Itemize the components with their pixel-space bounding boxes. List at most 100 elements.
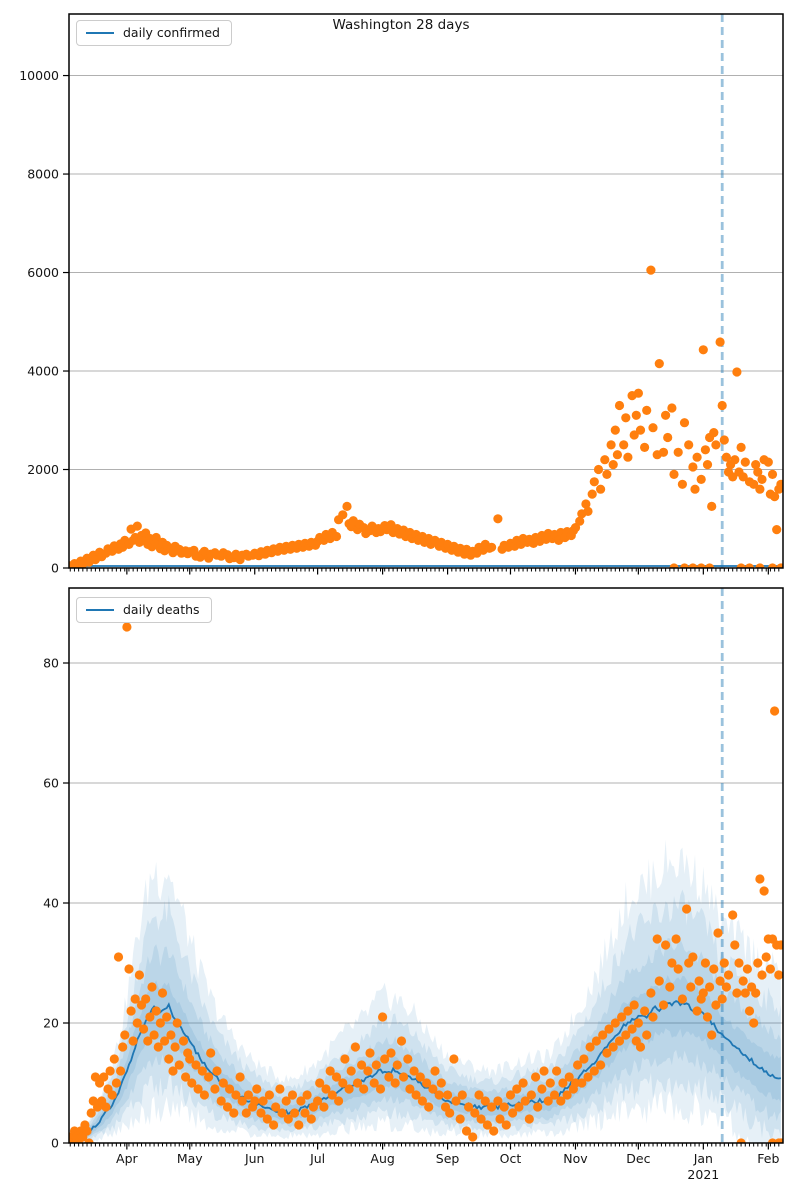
scatter-point: [614, 1036, 625, 1046]
scatter-point: [698, 988, 708, 998]
scatter-point: [122, 622, 132, 632]
scatter-point: [767, 469, 778, 479]
scatter-point: [711, 1000, 721, 1010]
scatter-point: [558, 1078, 568, 1088]
scatter-point: [692, 452, 702, 462]
scatter-point: [197, 1066, 207, 1076]
scatter-point: [761, 952, 771, 962]
scatter-point: [730, 455, 740, 465]
scatter-point: [155, 1018, 165, 1028]
scatter-point: [283, 1114, 293, 1124]
scatter-point: [570, 1078, 581, 1088]
scatter-point: [648, 423, 658, 433]
scatter-point: [652, 934, 662, 944]
scatter-point: [151, 532, 161, 543]
scatter-point: [107, 1090, 117, 1100]
scatter-point: [583, 506, 593, 516]
scatter-point: [744, 563, 755, 568]
scatter-point: [617, 1012, 627, 1022]
scatter-point: [692, 1006, 702, 1016]
uncertainty-band: [70, 889, 781, 1143]
scatter-point: [132, 1018, 142, 1028]
scatter-point: [474, 1090, 484, 1100]
scatter-point: [204, 1072, 214, 1082]
scatter-point: [185, 1054, 195, 1064]
scatter-point: [371, 1060, 381, 1070]
scatter-point: [455, 1114, 465, 1124]
scatter-point: [143, 1036, 153, 1046]
scatter-point: [602, 1048, 612, 1058]
scatter-point: [709, 964, 719, 974]
scatter-point: [732, 367, 742, 377]
scatter-point: [168, 1066, 178, 1076]
scatter-point: [539, 1066, 549, 1076]
scatter-point: [489, 1126, 499, 1136]
scatter-point: [589, 1066, 599, 1076]
scatter-point: [409, 1066, 419, 1076]
scatter-point: [621, 413, 631, 423]
scatter-point: [757, 970, 767, 980]
scatter-point: [271, 1102, 281, 1112]
scatter-point: [235, 1072, 245, 1082]
scatter-point: [162, 1012, 172, 1022]
scatter-point: [111, 1078, 121, 1088]
scatter-point: [552, 1066, 562, 1076]
scatter-point: [767, 563, 778, 568]
scatter-point: [118, 1042, 128, 1052]
scatter-point: [346, 1066, 356, 1076]
y-tick-label: 40: [43, 896, 59, 911]
scatter-point: [688, 462, 698, 472]
scatter-point: [705, 982, 715, 992]
scatter-point: [199, 1090, 209, 1100]
scatter-point: [331, 531, 342, 542]
scatter-point: [694, 976, 704, 986]
scatter-point: [231, 1090, 241, 1100]
chart-title: Washington 28 days: [332, 17, 470, 33]
scatter-point: [730, 940, 740, 950]
scatter-point: [612, 450, 623, 460]
scatter-point: [589, 477, 599, 487]
scatter-point: [399, 1072, 409, 1082]
scatter-point: [174, 1060, 184, 1070]
scatter-point: [386, 1048, 396, 1058]
scatter-point: [663, 432, 673, 443]
scatter-point: [493, 1096, 503, 1106]
scatter-point: [130, 994, 140, 1004]
scatter-point: [671, 934, 681, 944]
scatter-point: [732, 988, 742, 998]
y-tick-label: 10000: [19, 68, 59, 83]
scatter-point: [514, 1102, 524, 1112]
uncertainty-band: [70, 839, 781, 1143]
scatter-point: [715, 976, 725, 986]
scatter-point: [635, 425, 646, 435]
scatter-point: [315, 1078, 325, 1088]
scatter-point: [667, 958, 677, 968]
scatter-point: [120, 1030, 130, 1040]
scatter-point: [633, 1018, 644, 1028]
scatter-point: [677, 479, 688, 489]
scatter-point: [709, 428, 719, 438]
scatter-point: [717, 994, 727, 1004]
scatter-point: [344, 1084, 354, 1094]
scatter-point: [736, 442, 746, 452]
scatter-point: [575, 516, 585, 526]
scatter-point: [734, 958, 744, 968]
scatter-point: [757, 474, 767, 484]
scatter-point: [342, 501, 352, 511]
scatter-point: [577, 1078, 587, 1088]
scatter-point: [642, 405, 652, 415]
scatter-point: [736, 1138, 746, 1143]
scatter-point: [543, 1096, 553, 1106]
scatter-point: [619, 440, 629, 450]
scatter-point: [193, 1084, 203, 1094]
scatter-point: [677, 994, 688, 1004]
x-tick-label: Aug: [370, 1151, 394, 1166]
scatter-point: [325, 1066, 335, 1076]
scatter-point: [673, 964, 683, 974]
scatter-point: [417, 1096, 427, 1106]
scatter-point: [646, 988, 656, 998]
scatter-point: [608, 460, 618, 470]
scatter-point: [218, 1078, 228, 1088]
scatter-point: [583, 1072, 593, 1082]
scatter-point: [740, 457, 750, 467]
